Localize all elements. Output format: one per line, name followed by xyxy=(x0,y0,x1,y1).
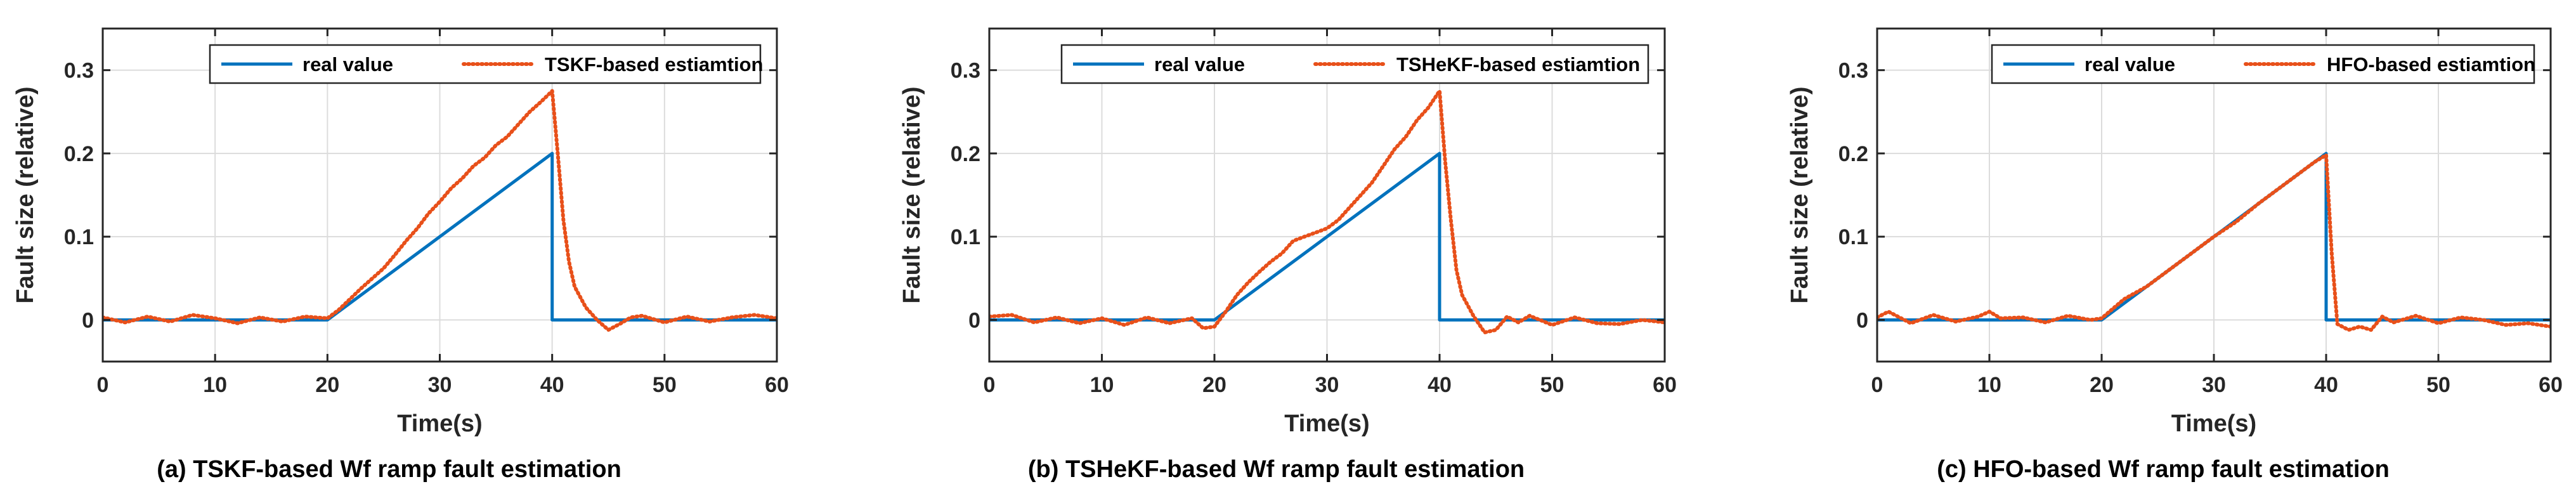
legend-label-estimation: TSKF-based estiamtion xyxy=(545,53,764,75)
y-tick-label: 0.3 xyxy=(64,59,94,83)
legend-label-estimation: HFO-based estiamtion xyxy=(2327,53,2535,75)
chart-panel-2: 0 10 20 30 40 50 60 0 0.1 0.2 0.3 Time(s) Fault size… xyxy=(899,27,1677,483)
legend-label-estimation: TSHeKF-based estiamtion xyxy=(1396,53,1640,75)
y-axis-label: Fault size (relative) xyxy=(12,86,39,303)
x-tick-label: 60 xyxy=(765,373,789,397)
x-tick-label: 20 xyxy=(315,373,339,397)
y-tick-label: 0.3 xyxy=(951,59,980,83)
x-tick-label: 30 xyxy=(2202,373,2226,397)
x-tick-label: 40 xyxy=(1428,373,1452,397)
subfigure-caption: (b) TSHeKF-based Wf ramp fault estimatio… xyxy=(1028,456,1525,483)
y-tick-label: 0 xyxy=(968,308,980,332)
x-tick-label: 30 xyxy=(1315,373,1339,397)
estimation-line xyxy=(1877,153,2551,332)
x-axis-label: Time(s) xyxy=(397,410,482,437)
estimation-line xyxy=(989,89,1665,335)
x-tick-label: 0 xyxy=(1871,373,1883,397)
legend: real value TSHeKF-based estiamtion xyxy=(1060,44,1649,84)
x-axis-label: Time(s) xyxy=(2171,410,2256,437)
subfigure-caption: (a) TSKF-based Wf ramp fault estimation xyxy=(157,456,621,483)
x-tick-label: 10 xyxy=(203,373,227,397)
chart-panel-3: 0 10 20 30 40 50 60 0 0.1 0.2 0.3 Time(s) Fault size… xyxy=(1786,27,2563,483)
x-tick-label: 30 xyxy=(428,373,452,397)
x-axis-label: Time(s) xyxy=(1284,410,1369,437)
y-tick-label: 0 xyxy=(1856,308,1868,332)
subfigure-caption: (c) HFO-based Wf ramp fault estimation xyxy=(1937,456,2390,483)
x-tick-label: 20 xyxy=(2090,373,2114,397)
x-tick-label: 40 xyxy=(2314,373,2338,397)
y-tick-label: 0.2 xyxy=(64,142,94,166)
y-tick-label: 0.2 xyxy=(1838,142,1868,166)
legend: real value TSKF-based estiamtion xyxy=(209,44,764,84)
y-tick-label: 0.1 xyxy=(951,225,980,249)
legend-label-real: real value xyxy=(302,53,393,75)
legend: real value HFO-based estiamtion xyxy=(1991,44,2535,84)
y-tick-label: 0.1 xyxy=(64,225,94,249)
y-tick-label: 0.3 xyxy=(1838,59,1868,83)
y-axis-label: Fault size (relative) xyxy=(899,86,925,303)
x-tick-label: 20 xyxy=(1202,373,1226,397)
x-tick-label: 60 xyxy=(2539,373,2563,397)
x-tick-label: 10 xyxy=(1090,373,1114,397)
x-tick-label: 50 xyxy=(653,373,677,397)
estimation-line xyxy=(103,89,777,332)
x-tick-label: 50 xyxy=(1540,373,1564,397)
x-tick-label: 10 xyxy=(1977,373,2001,397)
x-tick-label: 60 xyxy=(1653,373,1677,397)
y-tick-label: 0.2 xyxy=(951,142,980,166)
x-tick-label: 40 xyxy=(540,373,564,397)
x-tick-label: 50 xyxy=(2426,373,2450,397)
legend-label-real: real value xyxy=(2085,53,2175,75)
y-axis-label: Fault size (relative) xyxy=(1786,86,1813,303)
y-tick-label: 0.1 xyxy=(1838,225,1868,249)
chart-panel-1: 0 10 20 30 40 50 60 0 0.1 0.2 0.3 Time(s) Fault size… xyxy=(12,27,789,483)
y-tick-label: 0 xyxy=(82,308,94,332)
x-tick-label: 0 xyxy=(97,373,109,397)
legend-label-real: real value xyxy=(1154,53,1245,75)
x-tick-label: 0 xyxy=(984,373,996,397)
